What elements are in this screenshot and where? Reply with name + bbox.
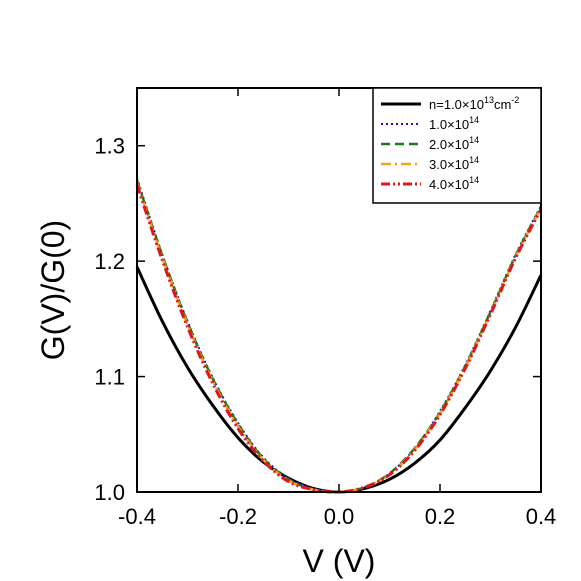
legend-label: 2.0×1014 [429, 135, 479, 152]
legend: n=1.0×1013cm-2 1.0×1014 2.0×1014 3.0×1014 4.… [372, 87, 542, 204]
x-tick-label: 0.2 [425, 504, 456, 529]
legend-box [372, 87, 542, 204]
y-tick-label: 1.1 [94, 365, 125, 390]
x-axis-title: V (V) [303, 543, 376, 579]
x-tick-label: 0.4 [526, 504, 557, 529]
y-tick-label: 1.2 [94, 249, 125, 274]
y-axis-ticks: 1.0 1.1 1.2 1.3 [94, 134, 541, 505]
legend-label: 4.0×1014 [429, 175, 479, 192]
x-tick-label: -0.2 [219, 504, 257, 529]
x-tick-label: -0.4 [118, 504, 156, 529]
y-axis-title: G(V)/G(0) [35, 220, 71, 360]
legend-label: 3.0×1014 [429, 155, 479, 172]
series-line-5 [135, 184, 543, 494]
y-tick-label: 1.3 [94, 134, 125, 159]
plot-series [135, 177, 543, 494]
legend-label: 1.0×1014 [429, 115, 479, 132]
legend-label: n=1.0×1013cm-2 [429, 95, 519, 112]
x-tick-label: 0.0 [324, 504, 355, 529]
series-line-1 [135, 266, 543, 494]
series-line-4 [135, 182, 543, 494]
x-axis-ticks: -0.4 -0.2 0.0 0.2 0.4 [118, 88, 556, 529]
y-tick-label: 1.0 [94, 480, 125, 505]
